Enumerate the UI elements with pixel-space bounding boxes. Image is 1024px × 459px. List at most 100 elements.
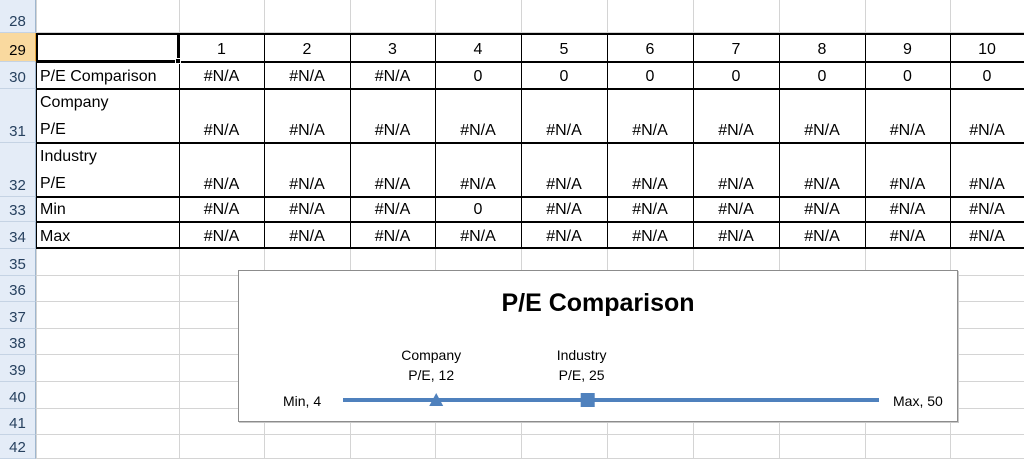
industry-pe-marker[interactable] <box>580 393 595 407</box>
table-border <box>693 33 694 248</box>
data-cell[interactable]: #N/A <box>289 228 325 245</box>
data-cell[interactable]: #N/A <box>289 122 325 139</box>
row-header[interactable]: 34 <box>0 222 36 249</box>
column-index-cell[interactable]: 7 <box>731 41 741 58</box>
row-label[interactable]: Min <box>40 201 66 218</box>
data-cell[interactable]: #N/A <box>374 122 411 139</box>
data-cell[interactable]: #N/A <box>969 228 1005 245</box>
data-cell[interactable]: #N/A <box>969 201 1005 218</box>
row-label[interactable]: Max <box>40 228 71 245</box>
data-cell[interactable]: #N/A <box>289 68 325 85</box>
data-cell[interactable]: #N/A <box>460 176 496 193</box>
data-cell[interactable]: 0 <box>903 68 912 85</box>
row-header[interactable]: 30 <box>0 62 36 89</box>
row-label[interactable]: P/E Comparison <box>40 68 157 85</box>
row-header[interactable]: 41 <box>0 409 36 435</box>
data-cell[interactable]: #N/A <box>546 176 582 193</box>
table-border <box>350 33 351 248</box>
row-label[interactable]: Company P/E <box>36 89 179 143</box>
data-cell[interactable]: #N/A <box>460 122 496 139</box>
row-header[interactable]: 31 <box>0 89 36 143</box>
row-header[interactable]: 38 <box>0 329 36 355</box>
pe-comparison-chart[interactable]: P/E Comparison Min, 4 Company P/E, 12 In… <box>238 270 958 422</box>
data-cell[interactable]: #N/A <box>546 201 582 218</box>
data-cell[interactable]: #N/A <box>889 228 926 245</box>
data-cell[interactable]: #N/A <box>804 122 840 139</box>
data-cell[interactable]: #N/A <box>203 201 240 218</box>
row-label-line: Company <box>40 94 109 111</box>
row-label[interactable]: Industry P/E <box>36 143 179 197</box>
table-border <box>865 33 866 248</box>
data-cell[interactable]: #N/A <box>289 201 325 218</box>
data-cell[interactable]: #N/A <box>889 201 926 218</box>
table-border <box>435 33 436 248</box>
column-index-cell[interactable]: 8 <box>817 41 827 58</box>
row-header[interactable]: 28 <box>0 0 36 33</box>
row-header[interactable]: 35 <box>0 249 36 276</box>
industry-pe-label: Industry P/E, 25 <box>556 347 607 383</box>
row-header[interactable]: 33 <box>0 197 36 222</box>
data-cell[interactable]: #N/A <box>889 176 926 193</box>
data-cell[interactable]: #N/A <box>718 201 754 218</box>
data-cell[interactable]: 0 <box>645 68 655 85</box>
data-cell[interactable]: #N/A <box>889 122 926 139</box>
data-cell[interactable]: #N/A <box>718 176 754 193</box>
column-index-cell[interactable]: 9 <box>903 41 912 58</box>
company-pe-marker[interactable] <box>429 393 444 406</box>
row-header[interactable]: 29 <box>0 33 36 62</box>
column-index-cell[interactable]: 10 <box>978 41 996 58</box>
column-index-cell[interactable]: 5 <box>559 41 569 58</box>
row-header[interactable]: 40 <box>0 382 36 409</box>
table-border <box>779 33 780 248</box>
fill-handle[interactable] <box>175 58 181 64</box>
data-cell[interactable]: #N/A <box>374 228 411 245</box>
data-cell[interactable]: 0 <box>817 68 827 85</box>
data-cell[interactable]: #N/A <box>546 228 582 245</box>
data-cell[interactable]: #N/A <box>632 201 668 218</box>
table-border <box>179 33 180 248</box>
data-cell[interactable]: #N/A <box>632 122 668 139</box>
column-index-cell[interactable]: 6 <box>645 41 655 58</box>
data-cell[interactable]: #N/A <box>374 176 411 193</box>
data-cell[interactable]: #N/A <box>203 228 240 245</box>
data-cell[interactable]: #N/A <box>969 176 1005 193</box>
data-cell[interactable]: #N/A <box>203 122 240 139</box>
table-border <box>36 33 1024 35</box>
data-cell[interactable]: #N/A <box>203 68 240 85</box>
column-index-cell[interactable]: 1 <box>217 41 226 58</box>
row-header[interactable]: 37 <box>0 302 36 329</box>
data-cell[interactable]: #N/A <box>374 201 411 218</box>
data-cell[interactable]: #N/A <box>804 201 840 218</box>
table-border <box>36 61 1024 63</box>
data-cell[interactable]: #N/A <box>632 176 668 193</box>
gridline <box>36 32 1024 33</box>
data-cell[interactable]: #N/A <box>632 228 668 245</box>
data-cell[interactable]: 0 <box>731 68 741 85</box>
data-cell[interactable]: #N/A <box>374 68 411 85</box>
data-cell[interactable]: 0 <box>559 68 569 85</box>
table-border <box>36 196 1024 198</box>
data-cell[interactable]: #N/A <box>804 228 840 245</box>
data-cell[interactable]: 0 <box>473 201 483 218</box>
column-index-cell[interactable]: 4 <box>473 41 483 58</box>
data-cell[interactable]: #N/A <box>289 176 325 193</box>
data-cell[interactable]: 0 <box>982 68 992 85</box>
row-header[interactable]: 39 <box>0 355 36 382</box>
max-label: Max, 50 <box>893 393 943 409</box>
data-cell[interactable]: #N/A <box>804 176 840 193</box>
data-cell[interactable]: #N/A <box>203 176 240 193</box>
row-header[interactable]: 42 <box>0 435 36 459</box>
chart-plot <box>343 393 879 407</box>
row-header[interactable]: 32 <box>0 143 36 197</box>
data-cell[interactable]: #N/A <box>546 122 582 139</box>
row-header[interactable]: 36 <box>0 276 36 302</box>
active-cell-selection[interactable] <box>36 33 179 62</box>
data-cell[interactable]: #N/A <box>460 228 496 245</box>
column-index-cell[interactable]: 3 <box>388 41 397 58</box>
data-cell[interactable]: 0 <box>473 68 483 85</box>
data-cell[interactable]: #N/A <box>969 122 1005 139</box>
column-index-cell[interactable]: 2 <box>302 41 312 58</box>
data-cell[interactable]: #N/A <box>718 228 754 245</box>
data-cell[interactable]: #N/A <box>718 122 754 139</box>
